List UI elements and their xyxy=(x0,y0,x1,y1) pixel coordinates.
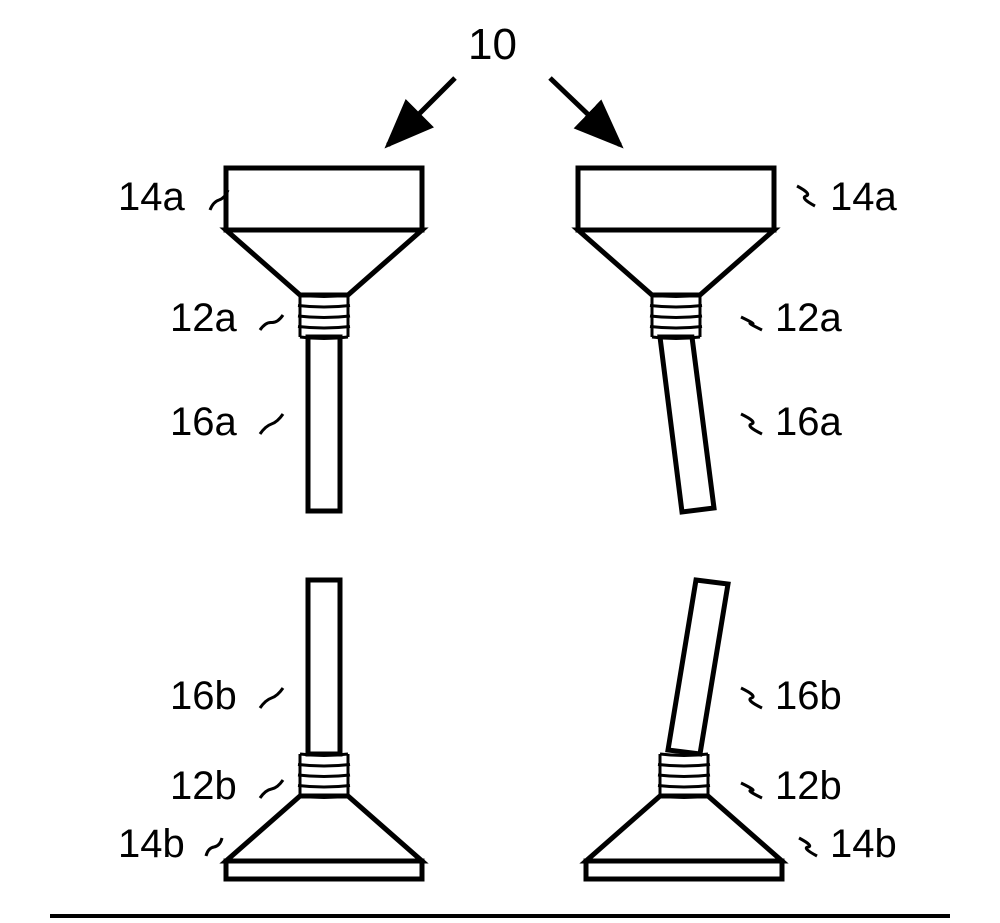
ref-label-16b-left: 16b xyxy=(170,674,237,719)
ref-label-16b-right: 16b xyxy=(775,674,842,719)
ref-label-14a-left: 14a xyxy=(118,175,185,220)
ref-label-12b-left: 12b xyxy=(170,764,237,809)
header-label: 10 xyxy=(468,20,517,70)
ref-label-14b-left: 14b xyxy=(118,822,185,867)
ref-label-12a-right: 12a xyxy=(775,296,842,341)
ref-label-16a-left: 16a xyxy=(170,400,237,445)
ref-label-14b-right: 14b xyxy=(830,822,897,867)
ref-label-14a-right: 14a xyxy=(830,175,897,220)
ref-label-16a-right: 16a xyxy=(775,400,842,445)
ref-label-12b-right: 12b xyxy=(775,764,842,809)
technical-drawing xyxy=(0,0,1000,923)
ref-label-12a-left: 12a xyxy=(170,296,237,341)
